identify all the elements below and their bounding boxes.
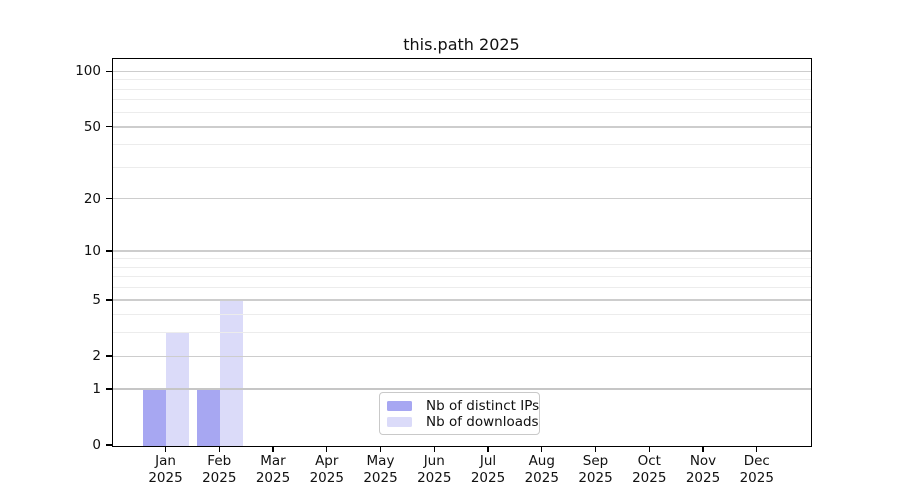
gridline-major-100: [112, 70, 811, 73]
gridline-major-20: [112, 198, 811, 200]
x-tick-year-jul: 2025: [470, 469, 506, 486]
x-tick-label-jun: Jun 2025: [402, 453, 466, 486]
x-tick-year-aug: 2025: [524, 469, 559, 486]
x-tick-apr: [326, 446, 328, 452]
gridline-major-10: [112, 250, 811, 252]
gridline-minor-6: [112, 287, 811, 288]
y-tick-0: [105, 444, 112, 446]
x-tick-month-mar: Mar: [260, 453, 286, 469]
gridline-minor-8: [112, 266, 811, 268]
y-tick-label-5: 5: [92, 291, 101, 308]
legend-row-downloads: Nb of downloads: [387, 414, 539, 430]
x-tick-month-oct: Oct: [637, 453, 661, 469]
x-tick-aug: [541, 446, 543, 452]
y-tick-1: [105, 388, 112, 390]
x-tick-month-aug: Aug: [528, 453, 555, 469]
gridline-minor-40: [112, 143, 811, 145]
x-tick-month-sep: Sep: [582, 453, 609, 469]
x-tick-year-sep: 2025: [578, 469, 613, 486]
x-tick-month-feb: Feb: [207, 453, 232, 469]
gridline-minor-7: [112, 276, 811, 278]
gridline-major-50: [112, 126, 811, 128]
x-tick-month-apr: Apr: [315, 453, 339, 469]
gridline-minor-90: [112, 79, 811, 81]
x-tick-label-dec: Dec 2025: [725, 453, 789, 486]
gridline-major-1: [112, 388, 811, 390]
x-tick-month-jan: Jan: [155, 453, 176, 469]
gridline-major-5: [112, 299, 811, 301]
x-tick-year-dec: 2025: [739, 469, 774, 486]
x-tick-oct: [648, 446, 650, 452]
y-tick-100: [105, 70, 112, 73]
gridline-minor-80: [112, 88, 811, 90]
x-tick-mar: [272, 446, 274, 452]
y-tick-label-100: 100: [75, 63, 101, 80]
legend: Nb of distinct IPs Nb of downloads: [379, 392, 540, 435]
x-tick-jun: [433, 446, 435, 452]
x-tick-label-aug: Aug 2025: [510, 453, 574, 486]
legend-label-distinct-ips: Nb of distinct IPs: [426, 398, 540, 414]
x-tick-jul: [487, 446, 489, 452]
y-tick-label-10: 10: [83, 242, 101, 259]
x-tick-year-jan: 2025: [148, 469, 183, 486]
bar-nb-of-distinct-ips-jan: [143, 388, 166, 446]
x-tick-label-oct: Oct 2025: [617, 453, 681, 486]
x-tick-dec: [756, 446, 758, 452]
bar-nb-of-distinct-ips-feb: [196, 388, 220, 446]
x-tick-feb: [218, 446, 220, 452]
x-tick-label-may: May 2025: [349, 453, 413, 486]
x-tick-year-nov: 2025: [685, 469, 721, 486]
gridline-minor-9: [112, 258, 811, 260]
y-tick-label-50: 50: [83, 118, 101, 135]
x-tick-month-may: May: [366, 453, 395, 469]
y-tick-50: [105, 126, 112, 128]
y-tick-label-2: 2: [92, 348, 101, 365]
gridline-minor-3: [112, 332, 811, 334]
y-tick-20: [105, 197, 112, 200]
x-tick-label-nov: Nov 2025: [671, 453, 735, 486]
y-tick-2: [105, 355, 112, 357]
x-tick-year-jun: 2025: [417, 469, 452, 486]
x-tick-label-jul: Jul 2025: [456, 453, 520, 486]
x-tick-year-oct: 2025: [632, 469, 667, 486]
legend-swatch-downloads: [387, 417, 412, 427]
gridline-minor-60: [112, 111, 811, 113]
x-tick-year-apr: 2025: [309, 469, 344, 486]
plot-area: [111, 57, 812, 447]
x-tick-month-jul: Jul: [479, 453, 497, 469]
x-tick-sep: [594, 446, 597, 452]
x-tick-year-mar: 2025: [255, 469, 291, 486]
x-tick-may: [379, 446, 382, 452]
x-tick-label-sep: Sep 2025: [564, 453, 628, 486]
gridline-minor-70: [112, 99, 811, 101]
x-tick-month-nov: Nov: [689, 453, 717, 469]
y-tick-10: [105, 250, 112, 252]
x-tick-label-apr: Apr 2025: [295, 453, 359, 486]
x-tick-year-may: 2025: [363, 469, 398, 486]
x-tick-label-feb: Feb 2025: [187, 453, 251, 486]
y-tick-label-0: 0: [92, 437, 101, 453]
x-tick-nov: [702, 446, 704, 452]
legend-row-distinct-ips: Nb of distinct IPs: [387, 398, 539, 414]
x-tick-label-mar: Mar 2025: [241, 453, 305, 486]
legend-swatch-distinct-ips: [387, 401, 412, 411]
gridline-minor-4: [112, 314, 811, 316]
x-tick-label-jan: Jan 2025: [134, 453, 198, 486]
gridline-minor-30: [112, 166, 811, 168]
y-tick-label-1: 1: [92, 380, 101, 397]
x-tick-year-feb: 2025: [202, 469, 237, 486]
x-tick-month-jun: Jun: [423, 453, 445, 469]
chart-title: this.path 2025: [403, 35, 520, 54]
legend-label-downloads: Nb of downloads: [426, 414, 539, 430]
x-tick-jan: [164, 446, 167, 452]
y-tick-label-20: 20: [83, 190, 101, 207]
y-tick-5: [105, 299, 112, 301]
x-tick-month-dec: Dec: [743, 453, 770, 469]
bar-nb-of-downloads-feb: [219, 299, 243, 446]
gridline-major-2: [112, 355, 811, 357]
